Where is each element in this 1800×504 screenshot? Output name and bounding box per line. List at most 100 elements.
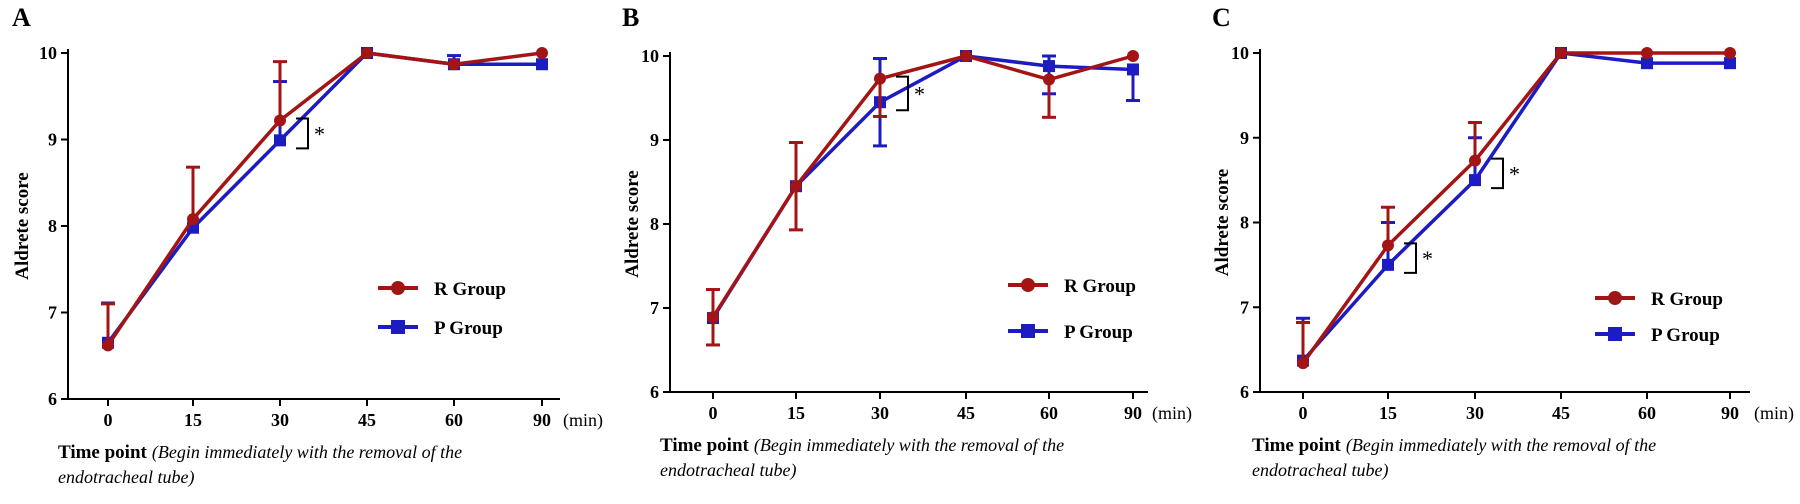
x-axis-label: Time point (Begin immediately with the re… — [660, 435, 1064, 456]
x-axis-label-line2: endotracheal tube) — [58, 467, 194, 488]
y-tick-label: 7 — [48, 303, 57, 323]
data-point — [1382, 258, 1394, 271]
significance-star: * — [914, 81, 925, 106]
x-tick-label: 0 — [709, 403, 718, 423]
significance-star: * — [1422, 246, 1433, 271]
x-tick-label: 45 — [358, 410, 376, 430]
y-axis-label: Aldrete score — [622, 170, 643, 277]
x-axis-label-line2: endotracheal tube) — [660, 460, 796, 481]
series-line — [1301, 51, 1730, 365]
significance-bracket — [1491, 157, 1504, 190]
y-tick-label: 8 — [650, 214, 659, 234]
legend: R Group P Group — [1595, 289, 1723, 346]
data-point — [536, 47, 548, 59]
data-point — [1127, 63, 1139, 76]
data-point — [448, 58, 460, 71]
data-point — [960, 50, 972, 62]
panel-b: B 6 7 8 9 10 0 15 30 45 60 90 (min) Aldrete score Time… — [622, 3, 1192, 481]
data-point — [187, 213, 199, 226]
x-tick-label: 30 — [1466, 403, 1484, 423]
series-p-group — [1296, 47, 1736, 367]
significance-bracket — [896, 75, 909, 112]
y-tick-label: 7 — [650, 298, 659, 318]
legend: R Group P Group — [1008, 276, 1136, 343]
data-point — [1724, 57, 1736, 70]
data-point — [1297, 357, 1309, 370]
significance-star: * — [1509, 161, 1520, 186]
x-tick-label: 90 — [1721, 403, 1739, 423]
y-tick-label: 6 — [1240, 382, 1249, 402]
data-point — [1469, 174, 1481, 187]
x-axis-label-italic: (Begin immediately with the removal of t… — [1346, 435, 1656, 456]
y-tick-label: 6 — [48, 389, 57, 409]
y-tick-label: 6 — [650, 382, 659, 402]
data-point — [1641, 57, 1653, 70]
y-tick-label: 10 — [641, 46, 659, 66]
data-point — [536, 58, 548, 71]
y-tick-label: 8 — [48, 216, 57, 236]
data-point — [1127, 50, 1139, 62]
x-tick-label: 30 — [871, 403, 889, 423]
series-line — [1301, 51, 1730, 362]
series-line — [106, 51, 542, 344]
y-axis-label: Aldrete score — [1212, 169, 1233, 276]
x-tick-label: 0 — [1299, 403, 1308, 423]
x-tick-label: 90 — [1124, 403, 1142, 423]
x-tick-label: 45 — [957, 403, 975, 423]
x-tick-label: 15 — [1379, 403, 1397, 423]
series-r-group — [101, 47, 548, 352]
data-point — [361, 47, 373, 59]
x-tick-label: 45 — [1552, 403, 1570, 423]
legend-label: R Group — [434, 279, 506, 300]
panel-letter: C — [1212, 3, 1231, 32]
legend-swatch-marker — [1021, 278, 1035, 292]
x-axis-label-bold: Time point — [58, 442, 148, 463]
y-tick-label: 10 — [39, 43, 57, 63]
x-axis-label-italic: (Begin immediately with the removal of t… — [152, 442, 462, 463]
legend-swatch-marker — [1021, 324, 1035, 338]
x-axis-label: Time point (Begin immediately with the re… — [58, 442, 462, 463]
x-unit-label: (min) — [563, 410, 603, 431]
series-p-group — [101, 47, 548, 349]
y-axis-label: Aldrete score — [12, 172, 33, 279]
data-point — [1043, 60, 1055, 73]
data-point — [274, 134, 286, 147]
data-point — [790, 180, 802, 193]
x-axis-label-italic: (Begin immediately with the removal of t… — [754, 435, 1064, 456]
significance-bracket — [1404, 242, 1417, 274]
data-point — [1043, 73, 1055, 86]
data-point — [102, 339, 114, 352]
y-tick-label: 9 — [650, 130, 659, 150]
series-r-group — [706, 50, 1139, 347]
x-axis-label-bold: Time point — [1252, 435, 1342, 456]
legend-label: R Group — [1651, 289, 1723, 310]
data-point — [274, 114, 286, 127]
legend: R Group P Group — [378, 279, 506, 339]
y-tick-label: 7 — [1240, 297, 1249, 317]
data-point — [874, 72, 886, 85]
x-unit-label: (min) — [1754, 403, 1794, 424]
data-point — [1641, 47, 1653, 59]
data-point — [1382, 239, 1394, 252]
legend-swatch-marker — [391, 281, 405, 295]
panel-c: C 6 7 8 9 10 0 15 30 45 60 90 (min) Aldrete score Time… — [1212, 3, 1794, 481]
x-tick-label: 15 — [787, 403, 805, 423]
x-tick-label: 60 — [445, 410, 463, 430]
y-tick-label: 10 — [1231, 43, 1249, 63]
panel-letter: A — [12, 3, 31, 32]
legend-label: P Group — [434, 318, 503, 339]
legend-swatch-marker — [1608, 291, 1622, 305]
x-axis-label-line2: endotracheal tube) — [1252, 460, 1388, 481]
data-point — [1555, 47, 1567, 59]
x-tick-label: 60 — [1638, 403, 1656, 423]
x-axis-label-bold: Time point — [660, 435, 750, 456]
y-tick-label: 9 — [48, 130, 57, 150]
x-unit-label: (min) — [1152, 403, 1192, 424]
significance-star: * — [314, 121, 325, 146]
x-tick-label: 90 — [533, 410, 551, 430]
x-tick-label: 60 — [1040, 403, 1058, 423]
legend-swatch-marker — [1608, 327, 1622, 341]
panel-a: A 6 7 8 9 10 0 15 30 45 60 90 (min) Aldrete score Time… — [12, 3, 603, 488]
series-r-group — [1296, 47, 1736, 370]
